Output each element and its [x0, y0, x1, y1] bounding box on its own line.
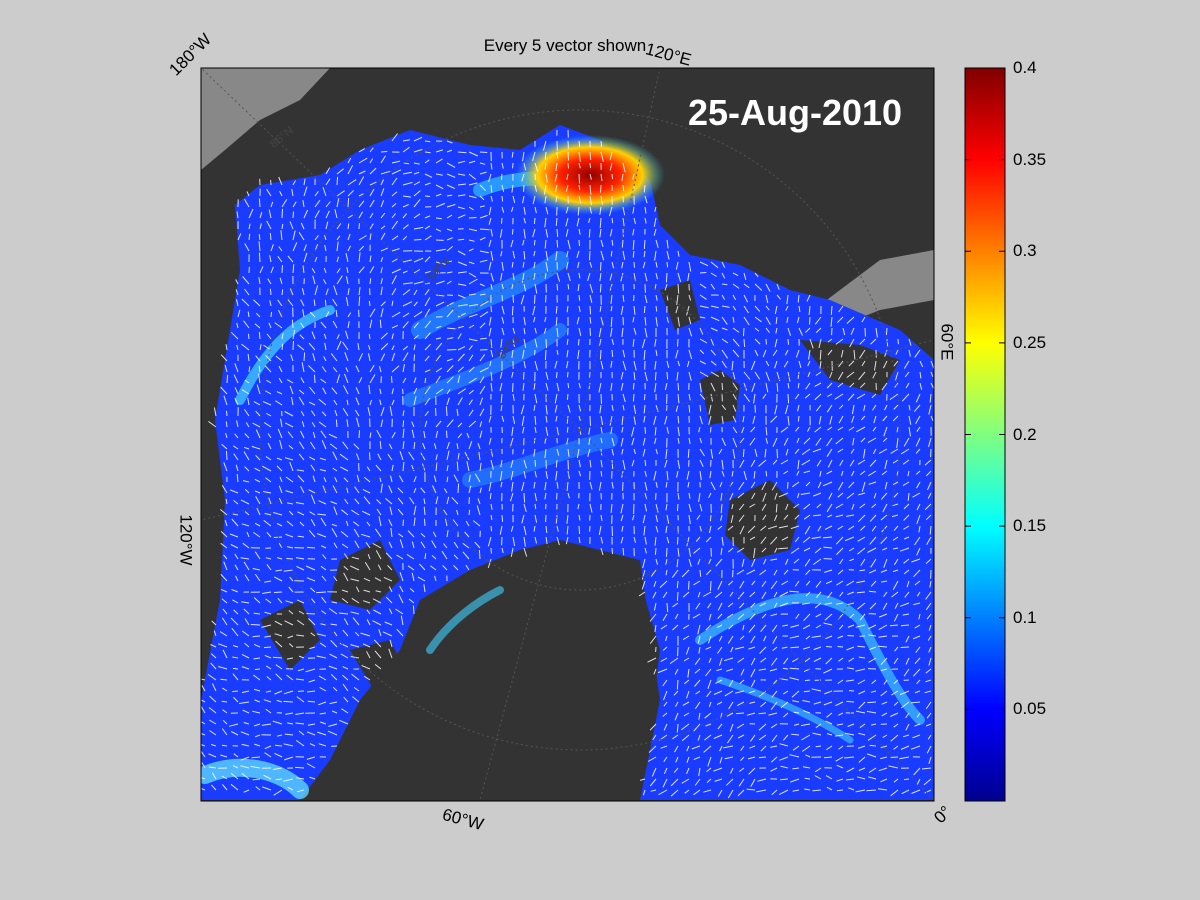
- colorbar-ticks: [965, 67, 1005, 710]
- colorbar-tick-label: 0.1: [1013, 607, 1037, 627]
- colorbar-tick-label: 0.25: [1013, 332, 1047, 352]
- colorbar-tick-label: 0.2: [1013, 424, 1037, 444]
- colorbar: [964, 67, 1006, 802]
- colorbar-tick-label: 0.15: [1013, 516, 1047, 536]
- colorbar-tick-label: 0.35: [1013, 149, 1047, 169]
- ocean-ice-field: [201, 125, 934, 800]
- map-title: Every 5 vector shown: [483, 36, 647, 55]
- ice-drift-vectors: [201, 129, 934, 799]
- map-border: [200, 67, 935, 802]
- velocity-highlights: [201, 171, 925, 799]
- colorbar-tick-label: 0.05: [1013, 699, 1047, 719]
- map-area: [201, 68, 934, 801]
- vector-glyphs: [201, 129, 934, 799]
- colorbar-tick-label: 0.3: [1013, 241, 1037, 261]
- lon-label-60e: 60°E: [937, 323, 957, 361]
- colorbar-tick-label: 0.4: [1013, 58, 1037, 77]
- unmapped-land-north: [201, 68, 330, 170]
- graticule: [201, 68, 934, 801]
- lon-label-120w: 120°W: [176, 514, 196, 566]
- date-label: 25-Aug-2010: [687, 92, 903, 133]
